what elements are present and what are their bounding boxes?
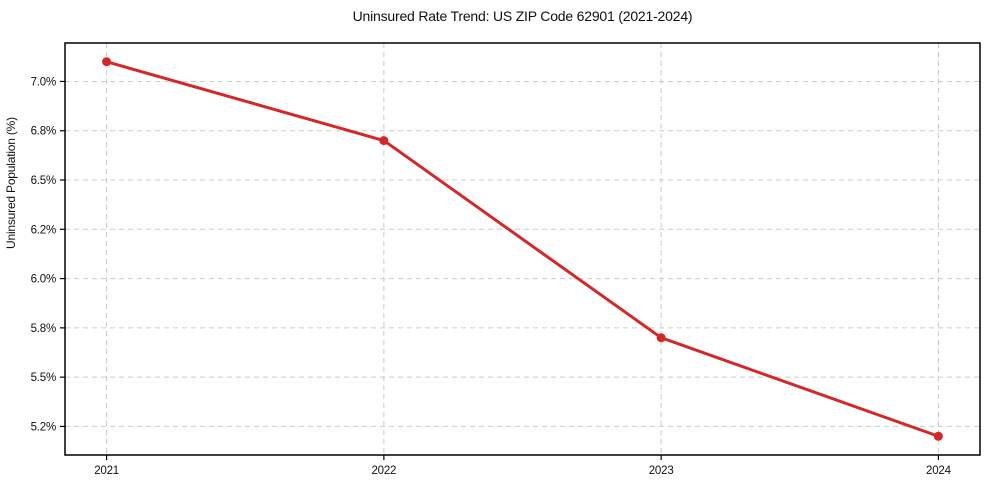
- x-tick-label: 2024: [926, 465, 952, 477]
- data-point-marker: [102, 57, 112, 67]
- x-tick-label: 2023: [649, 465, 674, 477]
- y-tick-label: 6.2%: [31, 224, 56, 236]
- x-tick-label: 2021: [94, 465, 119, 477]
- y-tick-label: 5.5%: [31, 372, 56, 384]
- y-tick-label: 5.8%: [31, 323, 56, 335]
- data-point-marker: [379, 136, 389, 146]
- axes-spine-box: [64, 42, 981, 456]
- data-point-marker: [933, 431, 943, 441]
- trend-line: [105, 60, 940, 438]
- y-tick-label: 6.8%: [31, 126, 56, 138]
- y-tick-label: 7.0%: [31, 76, 56, 88]
- chart-title: Uninsured Rate Trend: US ZIP Code 62901 …: [352, 8, 693, 24]
- x-tick-label: 2022: [371, 465, 396, 477]
- data-point-marker: [656, 333, 666, 343]
- y-tick-label: 6.0%: [31, 274, 56, 286]
- y-tick-label: 5.2%: [31, 421, 56, 433]
- y-tick-label: 6.5%: [31, 175, 56, 187]
